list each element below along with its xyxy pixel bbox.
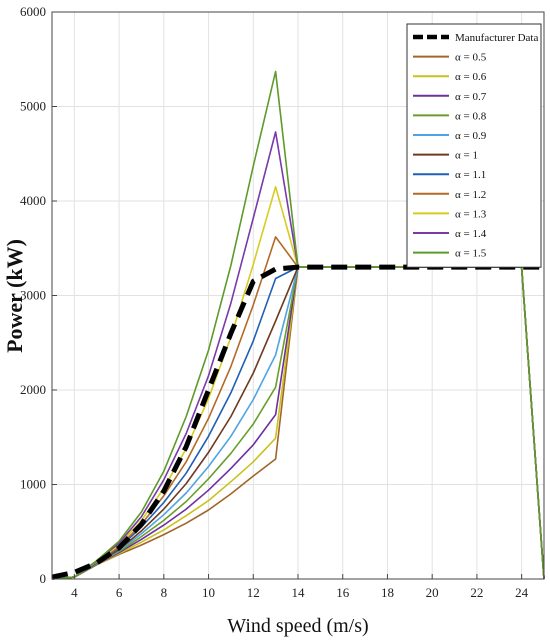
x-tick-label: 4 <box>71 585 78 600</box>
legend-label: α = 0.5 <box>455 52 487 64</box>
x-tick-label: 22 <box>470 585 483 600</box>
x-tick-label: 18 <box>381 585 394 600</box>
legend-label: α = 0.6 <box>455 71 487 83</box>
y-axis-title: Power (kW) <box>2 239 27 353</box>
x-tick-label: 14 <box>292 585 306 600</box>
x-tick-label: 8 <box>161 585 168 600</box>
y-tick-label: 1000 <box>20 477 46 492</box>
y-tick-label: 4000 <box>20 193 46 208</box>
x-axis-title: Wind speed (m/s) <box>227 615 368 637</box>
y-tick-label: 2000 <box>20 382 46 397</box>
legend-label: α = 1.1 <box>455 169 486 181</box>
x-tick-label: 24 <box>515 585 529 600</box>
y-tick-label: 5000 <box>20 99 46 114</box>
x-tick-label: 16 <box>336 585 350 600</box>
legend-label: α = 1.3 <box>455 208 487 220</box>
legend: Manufacturer Data α = 0.5 α = 0.6 α = 0.7 α … <box>406 23 542 268</box>
legend-label: α = 0.9 <box>455 130 487 142</box>
legend-label: α = 1.2 <box>455 189 486 201</box>
legend-label: Manufacturer Data <box>455 32 538 44</box>
x-tick-label: 20 <box>426 585 439 600</box>
y-tick-label: 3000 <box>20 288 46 303</box>
legend-label: α = 0.7 <box>455 91 487 103</box>
legend-label: α = 1 <box>455 150 478 162</box>
axis-ticks: 4 6 8 10 12 14 16 18 20 22 24 0 1000 2000 3000 4000 5000… <box>20 4 529 600</box>
legend-label: α = 1.4 <box>455 228 487 240</box>
legend-label: α = 1.5 <box>455 248 487 260</box>
legend-box <box>406 23 542 268</box>
y-tick-label: 6000 <box>20 4 46 19</box>
y-tick-label: 0 <box>40 571 47 586</box>
x-tick-label: 12 <box>247 585 260 600</box>
legend-label: α = 0.8 <box>455 110 487 122</box>
x-tick-label: 6 <box>116 585 123 600</box>
x-tick-label: 10 <box>202 585 215 600</box>
